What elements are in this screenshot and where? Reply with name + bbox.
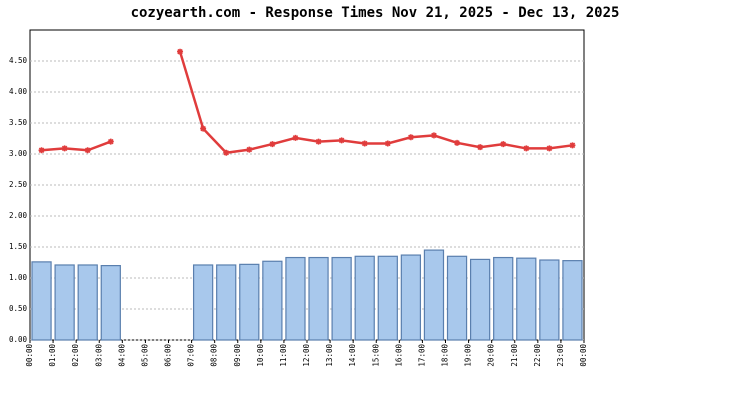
line-marker <box>361 140 368 147</box>
y-tick-label: 4.50 <box>9 56 28 65</box>
x-tick-label: 06:00 <box>164 344 173 367</box>
x-tick-label: 21:00 <box>510 344 519 367</box>
x-tick-label: 22:00 <box>533 344 542 367</box>
line-marker <box>223 149 230 156</box>
y-tick-label: 2.50 <box>9 180 28 189</box>
x-tick-label: 14:00 <box>348 344 357 367</box>
x-tick-label: 01:00 <box>48 344 57 367</box>
line-marker <box>454 139 461 146</box>
x-tick-label: 00:00 <box>579 344 588 367</box>
line-marker <box>523 145 530 152</box>
line-marker <box>292 134 299 141</box>
line-marker <box>430 132 437 139</box>
x-tick-label: 07:00 <box>187 344 196 367</box>
line-marker <box>384 140 391 147</box>
x-tick-label: 17:00 <box>417 344 426 367</box>
chart-title: cozyearth.com - Response Times Nov 21, 2… <box>131 5 620 21</box>
x-tick-label: 13:00 <box>325 344 334 367</box>
line-marker <box>246 146 253 153</box>
bar <box>54 264 75 341</box>
y-tick-label: 2.00 <box>9 211 28 220</box>
bar <box>354 255 375 341</box>
bar <box>262 260 283 341</box>
bar <box>192 264 214 341</box>
x-tick-label: 12:00 <box>302 344 311 367</box>
bar <box>100 265 121 341</box>
x-tick-label: 09:00 <box>233 344 242 367</box>
bar <box>539 259 560 341</box>
bar <box>469 258 491 341</box>
line-marker <box>61 145 68 152</box>
line-marker <box>477 144 484 151</box>
bar <box>446 255 468 341</box>
x-tick-label: 03:00 <box>94 344 103 367</box>
bar <box>423 249 445 341</box>
bar <box>562 260 583 341</box>
y-tick-label: 1.50 <box>9 242 28 251</box>
bar <box>31 261 52 341</box>
x-tick-label: 16:00 <box>394 344 403 367</box>
bar <box>77 264 98 341</box>
y-tick-label: 0.00 <box>9 335 28 344</box>
x-tick-label: 00:00 <box>25 344 34 367</box>
x-tick-label: 05:00 <box>140 344 149 367</box>
x-tick-label: 02:00 <box>71 344 80 367</box>
bar <box>285 256 306 341</box>
bar <box>493 256 514 341</box>
line-marker <box>500 141 507 148</box>
y-tick-label: 1.00 <box>9 273 28 282</box>
x-tick-label: 08:00 <box>210 344 219 367</box>
x-tick-label: 11:00 <box>279 344 288 367</box>
line-marker <box>177 48 184 55</box>
line-marker <box>269 141 276 148</box>
bar <box>377 255 398 341</box>
y-tick-label: 4.00 <box>9 87 28 96</box>
bar <box>308 256 329 341</box>
bar <box>239 263 260 341</box>
bar <box>516 257 537 341</box>
line-marker <box>107 138 114 145</box>
x-tick-label: 15:00 <box>371 344 380 367</box>
x-tick-label: 18:00 <box>441 344 450 367</box>
x-tick-label: 04:00 <box>117 344 126 367</box>
bar <box>216 264 237 341</box>
y-tick-label: 3.50 <box>9 118 28 127</box>
line-marker <box>200 125 207 132</box>
y-tick-label: 0.50 <box>9 304 28 313</box>
bar <box>331 256 352 341</box>
line-marker <box>38 147 45 154</box>
x-tick-label: 20:00 <box>487 344 496 367</box>
line-marker <box>407 134 414 141</box>
line-marker <box>546 145 553 152</box>
line-marker <box>84 147 91 154</box>
line-marker <box>338 137 345 144</box>
x-tick-label: 10:00 <box>256 344 265 367</box>
line-marker <box>315 138 322 145</box>
x-tick-label: 23:00 <box>556 344 565 367</box>
line <box>41 51 573 155</box>
line-marker <box>569 142 576 149</box>
y-tick-label: 3.00 <box>9 149 28 158</box>
x-tick-label: 19:00 <box>464 344 473 367</box>
bar <box>400 254 422 341</box>
